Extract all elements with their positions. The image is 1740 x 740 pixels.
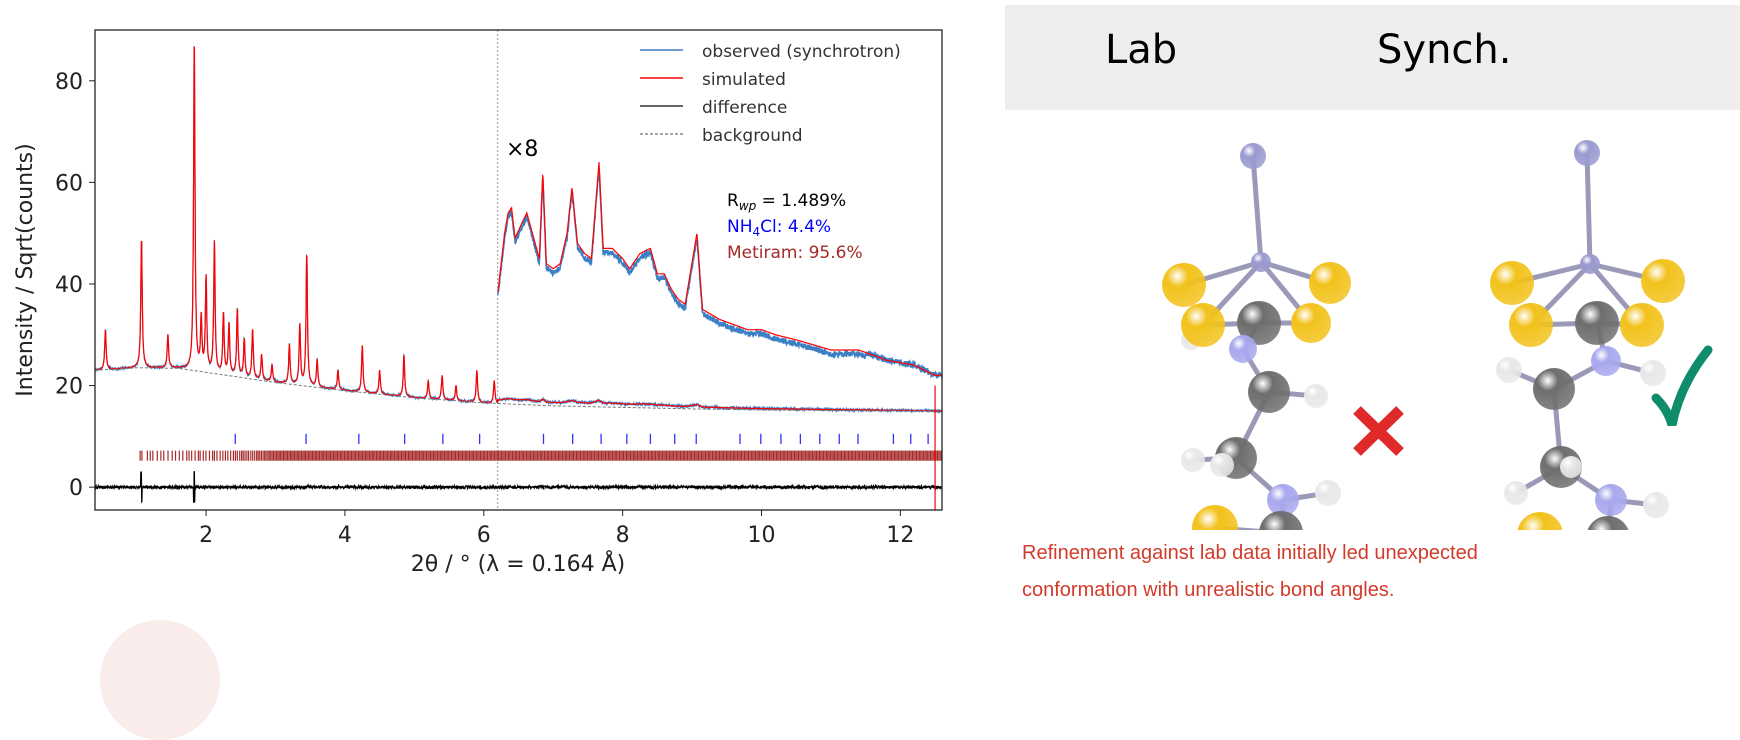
atom-h: [1643, 492, 1669, 518]
atom-s: [1641, 259, 1685, 303]
atom-s: [1509, 303, 1553, 347]
legend-label: simulated: [702, 70, 786, 90]
atom-c: [1237, 301, 1281, 345]
x-tick-label: 2: [199, 523, 213, 548]
difference-line: [95, 470, 942, 504]
atom-m: [1251, 252, 1271, 272]
rwp-label: Rwp = 1.489%: [727, 191, 846, 213]
atom-c: [1587, 516, 1629, 530]
legend-label: observed (synchrotron): [702, 42, 901, 62]
atom-s: [1517, 512, 1563, 530]
x-tick-label: 8: [616, 523, 630, 548]
comparison-header: Lab Synch.: [1005, 5, 1740, 110]
legend-label: background: [702, 126, 803, 146]
nh4cl-pre: NH: [727, 217, 753, 237]
atom-h: [1304, 384, 1328, 408]
atom-m: [1574, 140, 1600, 166]
atom-h: [1496, 357, 1522, 383]
atom-n: [1591, 346, 1621, 376]
nh4cl-sub: 4: [753, 225, 761, 239]
check-icon: [1651, 345, 1713, 427]
y-tick-label: 60: [55, 171, 83, 196]
atom-c: [1575, 301, 1619, 345]
x-axis-label: 2θ / ° (λ = 0.164 Å): [411, 550, 625, 577]
x-tick-label: 12: [886, 523, 914, 548]
bond: [1584, 152, 1593, 265]
atom-n: [1229, 335, 1257, 363]
y-axis-label: Intensity / Sqrt(counts): [13, 143, 38, 396]
scale-factor-label: ×8: [506, 137, 538, 162]
caption: Refinement against lab data initially le…: [1022, 535, 1478, 609]
atom-m: [1580, 254, 1600, 274]
lab-label: Lab: [1105, 27, 1178, 73]
atom-s: [1490, 261, 1534, 305]
atom-s: [1309, 262, 1351, 304]
metiram-fraction-label: Metiram: 95.6%: [727, 243, 863, 263]
atom-h: [1640, 360, 1666, 386]
y-tick-label: 20: [55, 375, 83, 400]
atom-c: [1259, 511, 1303, 530]
caption-line-1: Refinement against lab data initially le…: [1022, 542, 1478, 564]
rwp-r: R: [727, 191, 739, 211]
x-tick-label: 4: [338, 523, 352, 548]
atom-n: [1595, 484, 1627, 516]
caption-line-2: conformation with unrealistic bond angle…: [1022, 579, 1395, 601]
legend-label: difference: [702, 98, 787, 118]
atom-h: [1181, 448, 1205, 472]
atom-s: [1162, 263, 1206, 307]
bond: [1250, 155, 1264, 263]
atom-c: [1533, 368, 1575, 410]
atom-m: [1240, 143, 1266, 169]
y-tick-label: 0: [69, 476, 83, 501]
rwp-sub: wp: [739, 199, 757, 213]
plot-frame: [94, 29, 943, 511]
atom-h: [1210, 453, 1234, 477]
simulated-x8-line: [497, 162, 942, 376]
atom-h: [1560, 456, 1582, 478]
background-line: [95, 367, 939, 412]
y-tick-label: 40: [55, 273, 83, 298]
nh4cl-post: Cl: 4.4%: [760, 217, 831, 237]
synch-label: Synch.: [1377, 27, 1512, 73]
atom-s: [1192, 505, 1238, 530]
atom-c: [1248, 371, 1290, 413]
atom-h: [1504, 481, 1528, 505]
x-tick-label: 10: [747, 523, 775, 548]
diffraction-chart: 2 4 6 8 10 12 0 20 40 60 80 2θ / ° (λ = 0.164 Å) Int…: [13, 29, 943, 577]
y-tick-label: 80: [55, 70, 83, 95]
rwp-value: = 1.489%: [756, 191, 846, 211]
molecule-comparison: [1162, 140, 1713, 530]
nh4cl-fraction-label: NH4Cl: 4.4%: [727, 217, 831, 239]
atom-n: [1267, 484, 1299, 516]
atom-s: [1620, 303, 1664, 347]
x-tick-label: 6: [477, 523, 491, 548]
plot-area: [95, 30, 942, 510]
cross-icon: [1353, 406, 1404, 456]
simulated-line: [95, 46, 942, 412]
atom-s: [1291, 303, 1331, 343]
atom-h: [1315, 480, 1341, 506]
atom-s: [1181, 303, 1225, 347]
observed-x8-line: [497, 169, 942, 379]
